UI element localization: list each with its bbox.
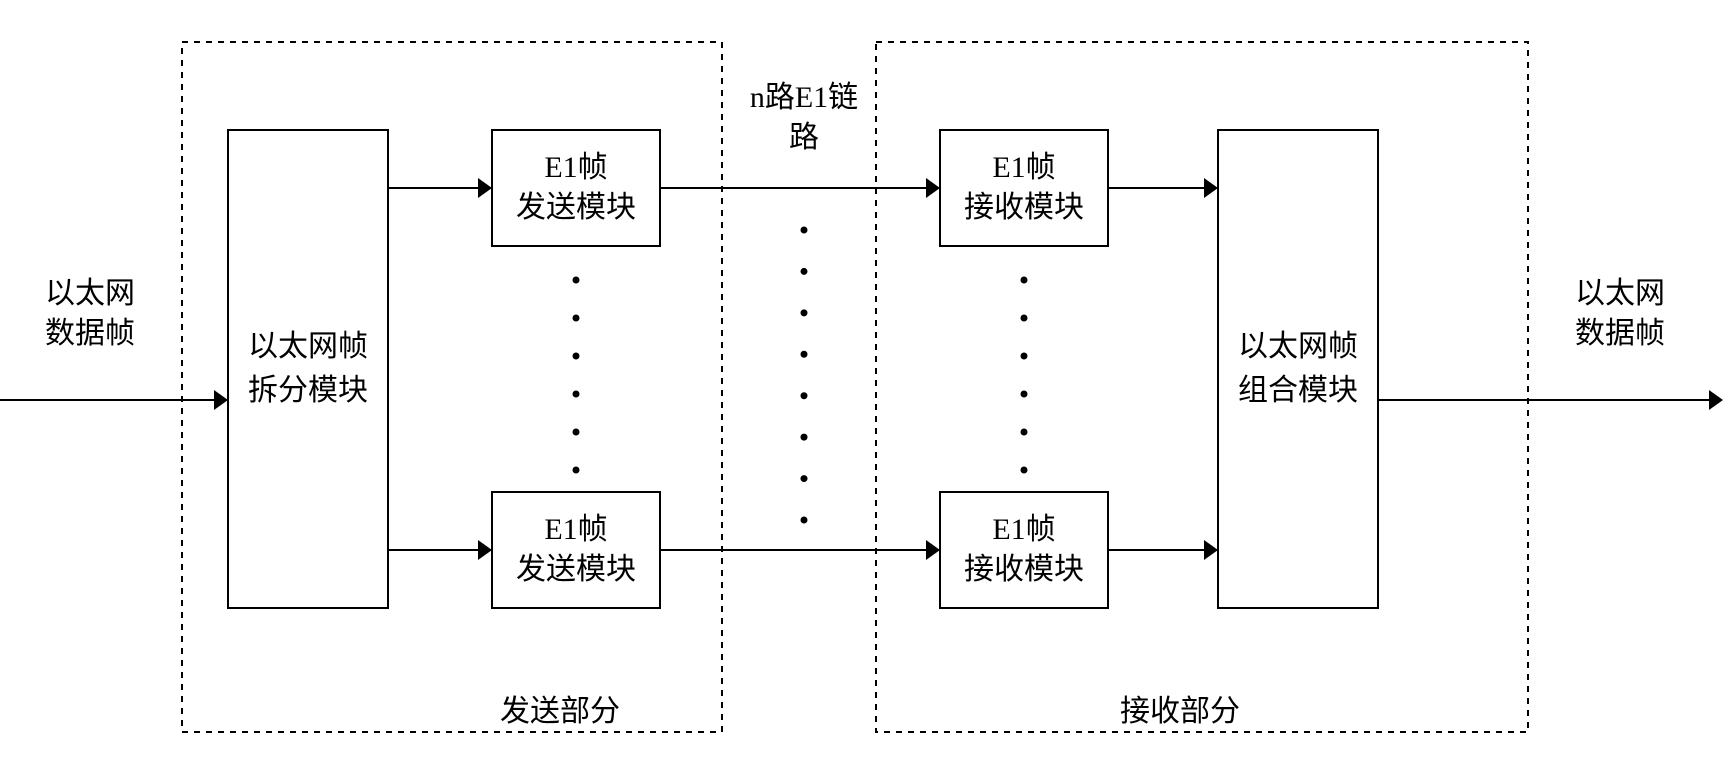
vdots-rx-dot [1021, 315, 1028, 322]
vdots-rx-dot [1021, 391, 1028, 398]
e1-tx-top-box-label1: E1帧 [544, 151, 607, 184]
e1-rx-top-box-label2: 接收模块 [964, 191, 1084, 224]
input-label-l1: 以太网 [45, 277, 135, 310]
vdots-rx-dot [1021, 429, 1028, 436]
vdots-tx-dot [573, 277, 580, 284]
vdots-tx-dot [573, 467, 580, 474]
vdots-rx-dot [1021, 277, 1028, 284]
vdots-tx-dot [573, 391, 580, 398]
eth-split-box [228, 130, 388, 608]
vdots-link-dot [801, 227, 808, 234]
e1-rx-bot-box [940, 492, 1108, 608]
tx-section-label: 发送部分 [500, 695, 620, 728]
input-label-l2: 数据帧 [45, 317, 135, 350]
eth-combine-box [1218, 130, 1378, 608]
output-label-l1: 以太网 [1575, 277, 1665, 310]
vdots-link-dot [801, 475, 808, 482]
vdots-link-dot [801, 517, 808, 524]
e1-tx-bot-box [492, 492, 660, 608]
arrow-split-tx-bot-head [478, 540, 492, 560]
eth-split-box-label1: 以太网帧 [248, 330, 368, 363]
e1-rx-top-box [940, 130, 1108, 246]
e1-tx-bot-box-label1: E1帧 [544, 513, 607, 546]
arrow-input-head [214, 390, 228, 410]
vdots-rx-dot [1021, 353, 1028, 360]
e1-rx-bot-box-label2: 接收模块 [964, 553, 1084, 586]
vdots-tx-dot [573, 429, 580, 436]
e1-rx-bot-box-label1: E1帧 [992, 513, 1055, 546]
e1-rx-top-box-label1: E1帧 [992, 151, 1055, 184]
output-label-l2: 数据帧 [1575, 317, 1665, 350]
eth-combine-box-label2: 组合模块 [1238, 374, 1358, 407]
e1-tx-top-box-label2: 发送模块 [516, 191, 636, 224]
link-label-l2: 路 [789, 121, 819, 154]
e1-tx-bot-box-label2: 发送模块 [516, 553, 636, 586]
vdots-link-dot [801, 351, 808, 358]
arrow-rx-comb-bot-head [1204, 540, 1218, 560]
vdots-link-dot [801, 392, 808, 399]
vdots-link-dot [801, 434, 808, 441]
vdots-link-dot [801, 268, 808, 275]
vdots-rx-dot [1021, 467, 1028, 474]
diagram-canvas: 以太网帧拆分模块以太网帧组合模块E1帧发送模块E1帧发送模块E1帧接收模块E1帧… [0, 0, 1723, 772]
arrow-output-head [1709, 390, 1723, 410]
arrow-split-tx-top-head [478, 178, 492, 198]
vdots-link-dot [801, 309, 808, 316]
e1-tx-top-box [492, 130, 660, 246]
link-label-l1: n路E1链 [750, 81, 858, 114]
eth-split-box-label2: 拆分模块 [248, 374, 368, 407]
arrow-tx-rx-top-head [926, 178, 940, 198]
arrow-tx-rx-bot-head [926, 540, 940, 560]
eth-combine-box-label1: 以太网帧 [1238, 330, 1358, 363]
rx-section-label: 接收部分 [1120, 695, 1240, 728]
vdots-tx-dot [573, 315, 580, 322]
arrow-rx-comb-top-head [1204, 178, 1218, 198]
vdots-tx-dot [573, 353, 580, 360]
rx-section-box [876, 42, 1528, 732]
